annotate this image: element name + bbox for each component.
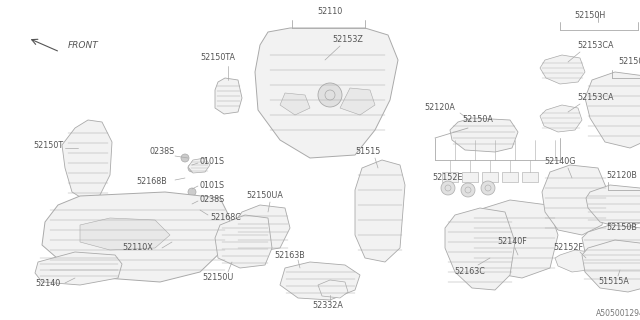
- Text: FRONT: FRONT: [68, 42, 99, 51]
- Text: 52120B: 52120B: [607, 171, 637, 180]
- Polygon shape: [450, 118, 518, 152]
- Circle shape: [181, 154, 189, 162]
- Text: 52152F: 52152F: [553, 244, 583, 252]
- Polygon shape: [542, 165, 608, 235]
- Polygon shape: [355, 160, 405, 262]
- Text: 0238S: 0238S: [200, 196, 225, 204]
- Polygon shape: [80, 218, 170, 250]
- Polygon shape: [192, 205, 208, 218]
- Text: 52150I: 52150I: [618, 58, 640, 67]
- Text: 52153CA: 52153CA: [578, 41, 614, 50]
- Text: 52150A: 52150A: [463, 116, 493, 124]
- Polygon shape: [188, 158, 210, 173]
- Text: 52140F: 52140F: [497, 237, 527, 246]
- Text: 52150T: 52150T: [33, 140, 63, 149]
- Text: A505001294: A505001294: [596, 308, 640, 317]
- Polygon shape: [582, 240, 640, 292]
- Text: 52110X: 52110X: [123, 244, 154, 252]
- Text: 0101S: 0101S: [200, 180, 225, 189]
- Circle shape: [188, 164, 196, 172]
- Polygon shape: [445, 208, 515, 290]
- Text: 52332A: 52332A: [312, 300, 344, 309]
- Text: 52153CA: 52153CA: [578, 93, 614, 102]
- Text: 51515: 51515: [355, 148, 381, 156]
- Text: 51515A: 51515A: [598, 277, 629, 286]
- Text: 52140G: 52140G: [544, 157, 576, 166]
- Polygon shape: [340, 88, 375, 115]
- Text: 52152E: 52152E: [433, 173, 463, 182]
- Polygon shape: [62, 120, 112, 200]
- Text: 52140: 52140: [35, 278, 61, 287]
- Circle shape: [188, 188, 196, 196]
- Polygon shape: [582, 225, 640, 278]
- Polygon shape: [280, 262, 360, 300]
- Polygon shape: [482, 172, 498, 182]
- Text: 52150TA: 52150TA: [200, 53, 236, 62]
- Text: 52150H: 52150H: [574, 11, 605, 20]
- Polygon shape: [215, 78, 242, 114]
- Text: 52150UA: 52150UA: [246, 190, 284, 199]
- Polygon shape: [502, 172, 518, 182]
- Text: 52150U: 52150U: [202, 274, 234, 283]
- Text: 52120A: 52120A: [424, 103, 456, 113]
- Polygon shape: [42, 192, 230, 282]
- Polygon shape: [585, 72, 640, 148]
- Polygon shape: [442, 172, 458, 182]
- Circle shape: [318, 83, 342, 107]
- Text: 0101S: 0101S: [200, 157, 225, 166]
- Polygon shape: [318, 280, 348, 298]
- Polygon shape: [540, 55, 585, 84]
- Text: 52150B: 52150B: [607, 223, 637, 233]
- Polygon shape: [470, 200, 558, 278]
- Text: 52168C: 52168C: [210, 213, 241, 222]
- Text: 0238S: 0238S: [149, 148, 175, 156]
- Polygon shape: [462, 172, 478, 182]
- Polygon shape: [235, 205, 290, 252]
- Polygon shape: [540, 105, 582, 132]
- Polygon shape: [555, 250, 594, 272]
- Polygon shape: [255, 28, 398, 158]
- Polygon shape: [35, 252, 122, 285]
- Text: 52168B: 52168B: [136, 178, 168, 187]
- Text: 52110: 52110: [317, 7, 342, 17]
- Circle shape: [461, 183, 475, 197]
- Text: 52153Z: 52153Z: [333, 36, 364, 44]
- Circle shape: [188, 203, 196, 211]
- Polygon shape: [215, 215, 272, 268]
- Text: 52163B: 52163B: [275, 251, 305, 260]
- Circle shape: [481, 181, 495, 195]
- Polygon shape: [586, 185, 640, 228]
- Polygon shape: [522, 172, 538, 182]
- Polygon shape: [280, 93, 310, 115]
- Circle shape: [441, 181, 455, 195]
- Text: 52163C: 52163C: [454, 268, 485, 276]
